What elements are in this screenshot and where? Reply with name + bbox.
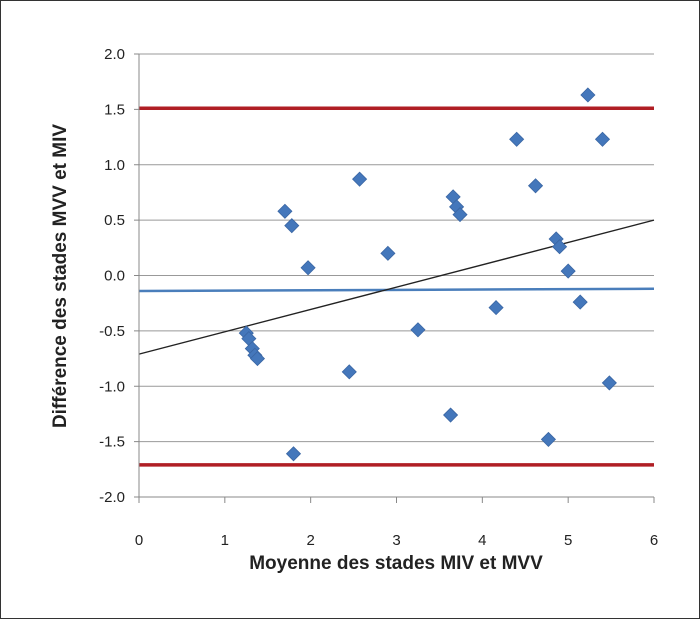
- data-point: [341, 364, 357, 380]
- data-point: [552, 239, 568, 255]
- data-point: [572, 294, 588, 310]
- x-tick-label: 6: [650, 532, 658, 549]
- data-point: [601, 375, 617, 391]
- data-point: [443, 407, 459, 423]
- x-tick-label: 1: [221, 532, 229, 549]
- data-point: [527, 178, 544, 194]
- data-point: [594, 131, 611, 147]
- data-point: [509, 131, 525, 147]
- reference-lines: [138, 106, 655, 467]
- y-tick-label: 0.5: [104, 212, 125, 229]
- y-tick-label: -0.5: [99, 323, 125, 340]
- x-tick-label: 0: [135, 532, 143, 549]
- y-axis-title: Différence des stades MVV et MIV: [50, 124, 71, 428]
- data-point: [452, 207, 468, 223]
- data-point: [540, 431, 556, 447]
- y-tick-label: 1.0: [104, 157, 125, 174]
- data-point: [488, 300, 504, 316]
- data-point: [284, 218, 300, 234]
- data-point: [249, 350, 266, 367]
- axes: [134, 53, 655, 503]
- data-point: [410, 322, 426, 338]
- mean-difference-line: [138, 287, 655, 293]
- data-point: [380, 245, 396, 261]
- x-tick-label: 3: [392, 532, 400, 549]
- y-tick-label: -1.0: [99, 378, 125, 395]
- x-tick-label: 2: [306, 532, 314, 549]
- data-point: [277, 203, 293, 219]
- data-point: [580, 87, 596, 103]
- x-tick-label: 4: [478, 532, 486, 549]
- y-tick-label: 1.5: [104, 101, 125, 118]
- gridlines: [139, 53, 654, 443]
- data-point: [560, 263, 576, 279]
- data-point: [300, 260, 316, 276]
- y-tick-label: 2.0: [104, 46, 125, 63]
- data-point: [285, 446, 302, 462]
- data-point: [352, 171, 368, 187]
- y-tick-label: 0.0: [104, 268, 125, 285]
- x-axis-title: Moyenne des stades MIV et MVV: [249, 553, 543, 574]
- y-tick-label: -1.5: [99, 434, 125, 451]
- regression-line: [138, 219, 655, 355]
- y-tick-label: -2.0: [99, 489, 125, 506]
- tick-labels: 2.0 1.5 1.0 0.5 0.0 -0.5 -1.0 -1.5 -2.0 0 1 2 3 4 5 6: [99, 46, 658, 549]
- data-points: [238, 87, 617, 462]
- x-tick-label: 5: [564, 532, 572, 549]
